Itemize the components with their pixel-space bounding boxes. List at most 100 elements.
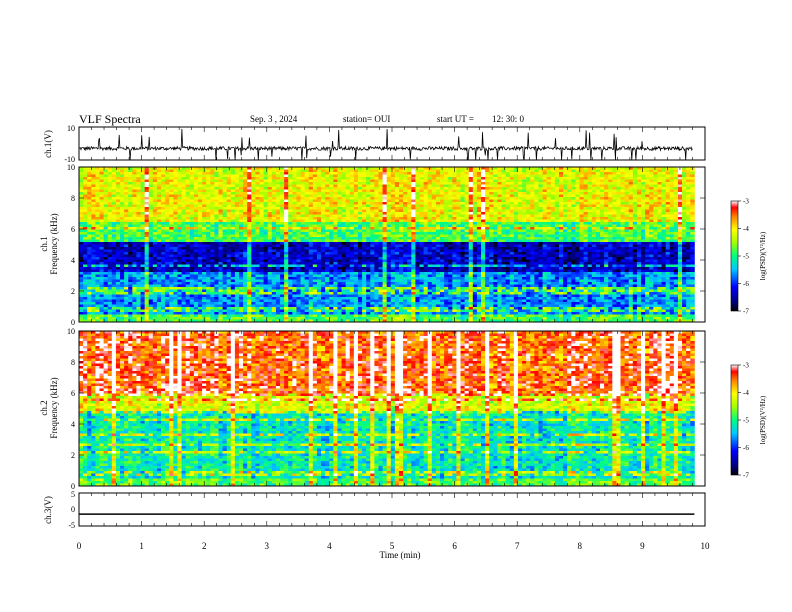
- spectrogram-cell: [366, 244, 371, 248]
- spectrogram-cell: [415, 189, 420, 193]
- spectrogram-cell: [156, 167, 162, 170]
- spectrogram-cell: [472, 237, 478, 240]
- spectrogram-cell: [509, 184, 515, 188]
- spectrogram-cell: [296, 199, 301, 203]
- spectrogram-cell: [111, 202, 117, 205]
- spectrogram-cell: [144, 229, 150, 233]
- spectrogram-cell: [95, 234, 100, 238]
- spectrogram-cell: [419, 197, 424, 200]
- spectrogram-cell: [321, 234, 326, 238]
- spectrogram-cell: [526, 209, 531, 213]
- spectrogram-cell: [444, 234, 449, 238]
- spectrogram-cell: [513, 222, 519, 225]
- spectrogram-cell: [509, 177, 515, 180]
- spectrogram-cell: [464, 199, 470, 203]
- spectrogram-cell: [222, 189, 228, 193]
- spectrogram-cell: [177, 247, 182, 250]
- spectrogram-cell: [542, 194, 548, 198]
- spectrogram-cell: [300, 187, 306, 190]
- spectrogram-cell: [271, 209, 277, 213]
- spectrogram-cell: [403, 182, 408, 185]
- spectrogram-cell: [374, 209, 379, 213]
- spectrogram-cell: [608, 222, 613, 225]
- spectrogram-cell: [378, 212, 383, 215]
- spectrogram-cell: [230, 234, 236, 238]
- spectrogram-cell: [243, 187, 248, 190]
- spectrogram-cell: [271, 179, 277, 183]
- spectrogram-cell: [243, 227, 248, 230]
- spectrogram-cell: [124, 182, 129, 185]
- spectrogram-cell: [509, 244, 515, 248]
- spectrogram-cell: [571, 234, 576, 238]
- spectrogram-cell: [329, 169, 334, 173]
- spectrogram-cell: [517, 179, 523, 183]
- spectrogram-cell: [583, 199, 589, 203]
- spectrogram-cell: [128, 199, 133, 203]
- spectrogram-cell: [370, 194, 375, 198]
- spectrogram-cell: [91, 239, 96, 243]
- spectrogram-cell: [148, 227, 154, 230]
- spectrogram-cell: [407, 229, 412, 233]
- spectrogram-cell: [325, 237, 330, 240]
- spectrogram-cell: [222, 184, 228, 188]
- spectrogram-cell: [259, 172, 265, 175]
- spectrogram-cell: [378, 244, 383, 248]
- spectrogram-cell: [415, 217, 420, 220]
- spectrogram-cell: [452, 177, 457, 180]
- spectrogram-cell: [189, 207, 195, 210]
- spectrogram-cell: [173, 207, 178, 210]
- spectrogram-cell: [193, 239, 199, 243]
- spectrogram-cell: [460, 169, 466, 173]
- spectrogram-cell: [161, 179, 166, 183]
- spectrogram-cell: [120, 207, 125, 210]
- spectrogram-cell: [641, 169, 646, 173]
- spectrogram-cell: [419, 189, 424, 193]
- spectrogram-cell: [115, 249, 121, 253]
- spectrogram-cell: [591, 209, 597, 213]
- spectrogram-cell: [353, 194, 359, 198]
- spectrogram-cell: [185, 177, 191, 180]
- spectrogram-cell: [653, 247, 658, 250]
- spectrogram-cell: [374, 192, 379, 195]
- spectrogram-cell: [538, 192, 543, 195]
- spectrogram-cell: [111, 217, 117, 220]
- spectrogram-cell: [284, 202, 289, 205]
- spectrogram-cell: [353, 187, 359, 190]
- spectrogram-cell: [431, 207, 437, 210]
- spectrogram-cell: [612, 244, 617, 248]
- spectrogram-cell: [456, 167, 461, 170]
- spectrogram-cell: [456, 192, 461, 195]
- spectrogram-cell: [616, 214, 621, 218]
- spectrogram-cell: [558, 182, 564, 185]
- spectrogram-cell: [472, 199, 478, 203]
- spectrogram-cell: [362, 174, 367, 178]
- spectrogram-cell: [259, 204, 265, 208]
- spectrogram-cell: [193, 217, 199, 220]
- spectrogram-cell: [91, 219, 96, 223]
- spectrogram-cell: [230, 219, 236, 223]
- spectrogram-cell: [181, 229, 187, 233]
- spectrogram-cell: [612, 247, 617, 250]
- spectrogram-cell: [357, 177, 363, 180]
- spectrogram-cell: [632, 232, 638, 235]
- spectrogram-cell: [275, 224, 281, 228]
- spectrogram-cell: [177, 192, 182, 195]
- spectrogram-cell: [411, 234, 416, 238]
- spectrogram-cell: [103, 192, 109, 195]
- spectrogram-cell: [120, 202, 125, 205]
- spectrogram-cell: [218, 224, 223, 228]
- spectrogram-cell: [464, 177, 470, 180]
- spectrogram-cell: [407, 212, 412, 215]
- spectrogram-cell: [636, 189, 642, 193]
- spectrogram-cell: [460, 219, 466, 223]
- spectrogram-cell: [325, 207, 330, 210]
- spectrogram-cell: [202, 237, 207, 240]
- spectrogram-cell: [202, 224, 207, 228]
- spectrogram-cell: [513, 212, 519, 215]
- spectrogram-cell: [423, 219, 429, 223]
- spectrogram-cell: [181, 167, 187, 170]
- spectrogram-cell: [263, 197, 269, 200]
- spectrogram-cell: [489, 247, 494, 250]
- spectrogram-cell: [563, 182, 568, 185]
- spectrogram-cell: [567, 234, 572, 238]
